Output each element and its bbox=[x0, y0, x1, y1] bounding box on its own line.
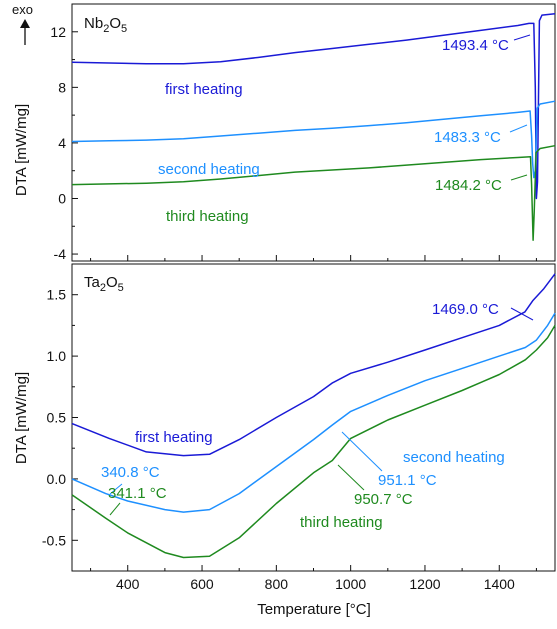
top-first-heating-label: first heating bbox=[165, 81, 243, 98]
top-second-annotation: 1483.3 °C bbox=[434, 129, 501, 146]
bottom-third-annotation-b: 950.7 °C bbox=[354, 491, 413, 508]
top-first-annotation: 1493.4 °C bbox=[442, 37, 509, 54]
y-tick-label: 4 bbox=[58, 135, 66, 151]
bottom-third-annotation-a-leader bbox=[109, 502, 121, 516]
y-tick-label: 0.5 bbox=[47, 410, 67, 426]
top-third-annotation-leader bbox=[510, 174, 528, 181]
bottom-first-annotation: 1469.0 °C bbox=[432, 301, 499, 318]
x-tick-label: 1000 bbox=[335, 576, 366, 592]
y-tick-label: 0.0 bbox=[47, 471, 67, 487]
y-tick-label: 1.0 bbox=[47, 348, 67, 364]
x-tick-label: 1400 bbox=[484, 576, 515, 592]
bottom-annotations: 1469.0 °C 340.8 °C 341.1 °C 951.1 °C 950… bbox=[101, 301, 534, 531]
data-series bbox=[71, 12, 556, 559]
bottom-second-annotation-a: 340.8 °C bbox=[101, 464, 160, 481]
bottom-first-annotation-leader bbox=[510, 307, 534, 321]
top-annotations: 1493.4 °C 1483.3 °C 1484.2 °C first heat… bbox=[158, 34, 531, 225]
bottom-panel-label: Ta2O5 bbox=[84, 274, 124, 294]
bottom-y-axis-title: DTA [mW/mg] bbox=[13, 372, 30, 464]
y-tick-label: 12 bbox=[50, 24, 66, 40]
top-y-axis-title: DTA [mW/mg] bbox=[13, 104, 30, 196]
series-line bbox=[71, 12, 556, 200]
top-second-annotation-leader bbox=[509, 124, 528, 133]
bottom-third-annotation-b-leader bbox=[337, 464, 365, 491]
y-tick-label: -4 bbox=[54, 246, 67, 262]
series-line bbox=[71, 325, 556, 559]
y-tick-label: -0.5 bbox=[42, 532, 66, 548]
series-line bbox=[71, 273, 556, 457]
x-tick-label: 1200 bbox=[409, 576, 440, 592]
bottom-first-heating-label: first heating bbox=[135, 429, 213, 446]
series-line bbox=[71, 312, 556, 513]
bottom-second-heating-label: second heating bbox=[403, 449, 505, 466]
x-axis-title: Temperature [°C] bbox=[257, 601, 371, 618]
bottom-second-annotation-b-leader bbox=[341, 431, 383, 472]
top-third-heating-label: third heating bbox=[166, 208, 249, 225]
top-first-annotation-leader bbox=[513, 34, 531, 41]
bottom-second-annotation-a-leader bbox=[109, 483, 123, 495]
top-panel-label: Nb2O5 bbox=[84, 15, 127, 35]
bottom-third-annotation-a: 341.1 °C bbox=[108, 485, 167, 502]
exo-label: exo bbox=[12, 2, 33, 17]
axis-ticks: -4 0 4 8 12 -0.5 0.0 0.5 1.0 1.5 400 600 800 1000 1200… bbox=[42, 24, 537, 592]
bottom-second-annotation-b: 951.1 °C bbox=[378, 472, 437, 489]
x-tick-label: 400 bbox=[116, 576, 140, 592]
x-tick-label: 600 bbox=[190, 576, 214, 592]
exo-arrow-icon bbox=[20, 19, 30, 28]
top-third-annotation: 1484.2 °C bbox=[435, 177, 502, 194]
y-tick-label: 0 bbox=[58, 190, 66, 206]
x-tick-label: 800 bbox=[265, 576, 289, 592]
series-line bbox=[71, 144, 556, 241]
y-tick-label: 1.5 bbox=[47, 287, 67, 303]
y-tick-label: 8 bbox=[58, 79, 66, 95]
bottom-third-heating-label: third heating bbox=[300, 514, 383, 531]
top-second-heating-label: second heating bbox=[158, 161, 260, 178]
